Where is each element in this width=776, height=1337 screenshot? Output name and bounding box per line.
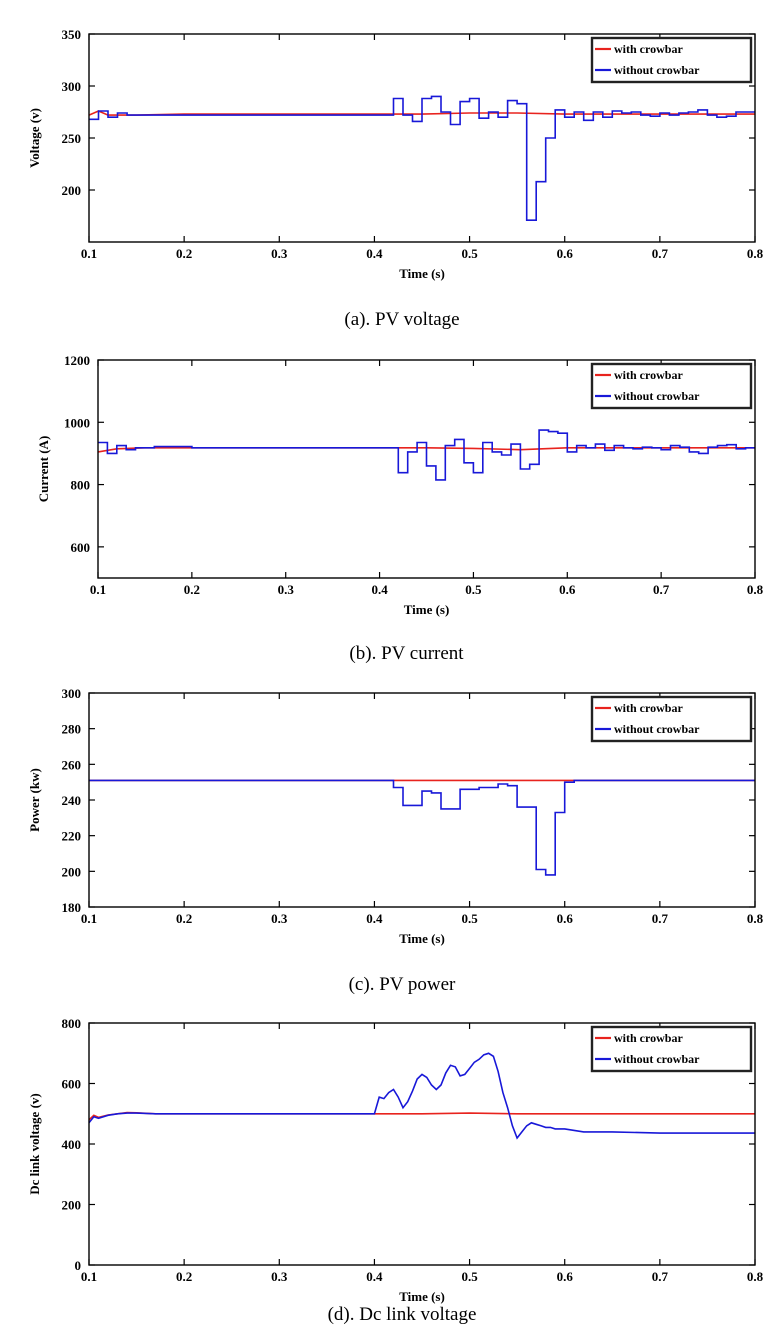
x-tick-label: 0.8 bbox=[747, 1269, 764, 1284]
legend-label: without crowbar bbox=[614, 1052, 700, 1066]
x-tick-label: 0.3 bbox=[271, 1269, 288, 1284]
y-tick-label: 220 bbox=[62, 829, 82, 844]
x-tick-label: 0.3 bbox=[271, 911, 288, 926]
legend-label: with crowbar bbox=[614, 1031, 683, 1045]
y-tick-label: 1200 bbox=[64, 353, 90, 368]
y-tick-label: 0 bbox=[75, 1258, 82, 1273]
legend-label: without crowbar bbox=[614, 63, 700, 77]
x-tick-label: 0.6 bbox=[557, 911, 574, 926]
x-tick-label: 0.8 bbox=[747, 911, 764, 926]
y-tick-label: 300 bbox=[62, 686, 82, 701]
series-line-without-crowbar bbox=[89, 779, 755, 876]
x-tick-label: 0.1 bbox=[90, 582, 106, 597]
legend: with crowbar without crowbar bbox=[590, 1025, 753, 1073]
y-tick-label: 200 bbox=[62, 1198, 82, 1213]
legend-label: with crowbar bbox=[614, 701, 683, 715]
y-tick-label: 600 bbox=[71, 540, 91, 555]
x-tick-label: 0.5 bbox=[465, 582, 482, 597]
y-tick-label: 1000 bbox=[64, 415, 90, 430]
y-axis-label: Dc link voltage (v) bbox=[27, 1093, 42, 1194]
x-tick-label: 0.7 bbox=[652, 246, 669, 261]
legend-box bbox=[590, 695, 753, 743]
panel-caption: (c). PV power bbox=[349, 974, 456, 995]
y-tick-label: 350 bbox=[62, 27, 82, 42]
y-axis-label: Current (A) bbox=[36, 436, 51, 503]
y-tick-label: 240 bbox=[62, 793, 82, 808]
panel-caption: (d). Dc link voltage bbox=[328, 1304, 477, 1325]
y-axis-label: Voltage (v) bbox=[27, 108, 42, 168]
x-tick-label: 0.2 bbox=[176, 1269, 192, 1284]
legend-label: with crowbar bbox=[614, 368, 683, 382]
x-tick-label: 0.4 bbox=[366, 246, 383, 261]
series-line-without-crowbar bbox=[89, 95, 755, 221]
x-axis-label: Time (s) bbox=[399, 266, 445, 281]
legend: with crowbar without crowbar bbox=[590, 695, 753, 743]
x-tick-label: 0.4 bbox=[371, 582, 388, 597]
legend: with crowbar without crowbar bbox=[590, 362, 753, 410]
x-tick-label: 0.2 bbox=[184, 582, 200, 597]
legend: with crowbar without crowbar bbox=[590, 36, 753, 84]
x-tick-label: 0.6 bbox=[559, 582, 576, 597]
y-tick-label: 200 bbox=[62, 183, 82, 198]
x-tick-label: 0.6 bbox=[557, 1269, 574, 1284]
y-tick-label: 600 bbox=[62, 1077, 82, 1092]
x-tick-label: 0.1 bbox=[81, 1269, 97, 1284]
legend-box bbox=[590, 1025, 753, 1073]
x-tick-label: 0.8 bbox=[747, 246, 764, 261]
chart-panel-1: 0.1 0.2 0.3 0.4 0.5 0.6 0.7 0.8 200 250 300 350 Time… bbox=[27, 27, 764, 330]
x-tick-label: 0.7 bbox=[652, 911, 669, 926]
y-tick-label: 800 bbox=[62, 1016, 82, 1031]
x-tick-label: 0.6 bbox=[557, 246, 574, 261]
series-line-without-crowbar bbox=[98, 429, 755, 481]
x-tick-label: 0.2 bbox=[176, 911, 192, 926]
y-tick-label: 300 bbox=[62, 79, 82, 94]
legend-label: without crowbar bbox=[614, 389, 700, 403]
x-tick-label: 0.7 bbox=[653, 582, 670, 597]
y-tick-label: 250 bbox=[62, 131, 82, 146]
y-tick-label: 200 bbox=[62, 864, 82, 879]
x-tick-label: 0.4 bbox=[366, 1269, 383, 1284]
chart-panel-3: 0.1 0.2 0.3 0.4 0.5 0.6 0.7 0.8 180 200 220 240 260 2… bbox=[27, 686, 764, 995]
x-tick-label: 0.2 bbox=[176, 246, 192, 261]
plot-frame bbox=[97, 359, 756, 579]
legend-label: without crowbar bbox=[614, 722, 700, 736]
x-tick-label: 0.7 bbox=[652, 1269, 669, 1284]
series-line-without-crowbar bbox=[89, 1052, 755, 1140]
x-tick-label: 0.8 bbox=[747, 582, 764, 597]
panel-caption: (b). PV current bbox=[349, 643, 464, 664]
x-axis-label: Time (s) bbox=[404, 602, 450, 617]
x-tick-label: 0.5 bbox=[461, 1269, 478, 1284]
legend-label: with crowbar bbox=[614, 42, 683, 56]
x-tick-label: 0.5 bbox=[461, 246, 478, 261]
x-axis-label: Time (s) bbox=[399, 931, 445, 946]
x-tick-label: 0.4 bbox=[366, 911, 383, 926]
chart-panel-2: 0.1 0.2 0.3 0.4 0.5 0.6 0.7 0.8 600 800 1000 1200 Ti… bbox=[36, 353, 764, 664]
x-tick-label: 0.5 bbox=[461, 911, 478, 926]
y-axis-label: Power (kw) bbox=[27, 768, 42, 832]
x-tick-label: 0.1 bbox=[81, 246, 97, 261]
y-tick-label: 180 bbox=[62, 900, 82, 915]
legend-box bbox=[590, 36, 753, 84]
x-tick-label: 0.3 bbox=[271, 246, 288, 261]
y-tick-label: 400 bbox=[62, 1137, 82, 1152]
y-tick-label: 260 bbox=[62, 757, 82, 772]
y-tick-label: 280 bbox=[62, 722, 82, 737]
panel-caption: (a). PV voltage bbox=[344, 309, 459, 330]
x-tick-label: 0.1 bbox=[81, 911, 97, 926]
y-tick-label: 800 bbox=[71, 478, 91, 493]
legend-box bbox=[590, 362, 753, 410]
chart-panel-4: 0.1 0.2 0.3 0.4 0.5 0.6 0.7 0.8 0 200 400 600 800 Tim… bbox=[27, 1016, 764, 1325]
x-tick-label: 0.3 bbox=[278, 582, 295, 597]
x-axis-label: Time (s) bbox=[399, 1289, 445, 1304]
